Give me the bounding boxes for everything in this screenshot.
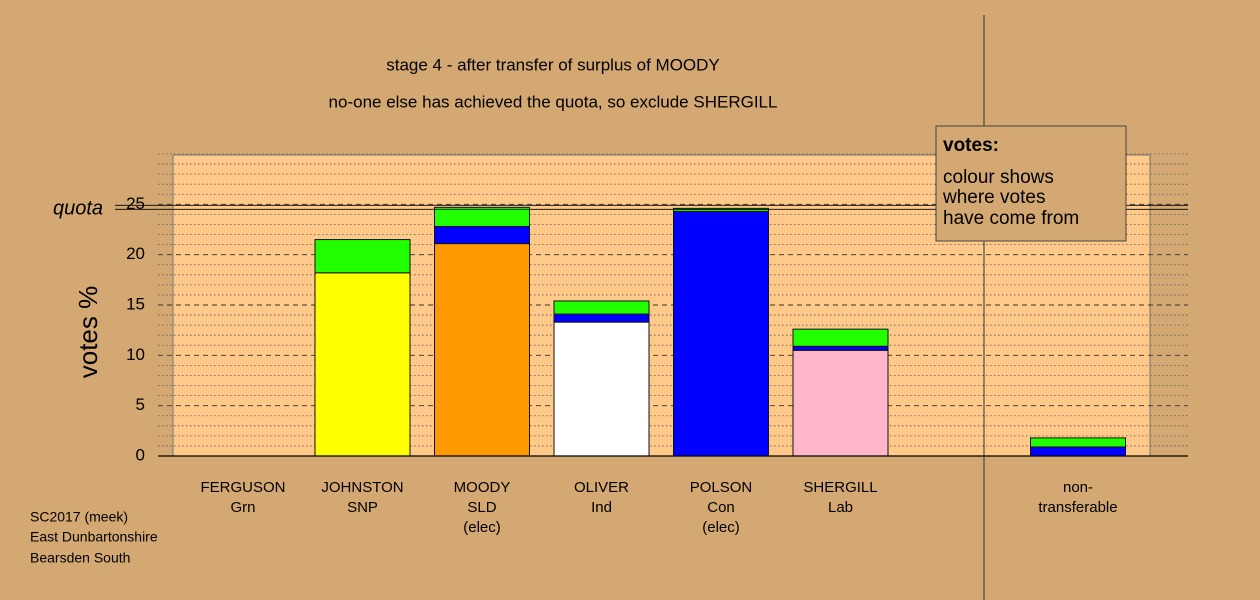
footer-line: Bearsden South (30, 550, 130, 566)
y-tick-label: 20 (126, 244, 145, 263)
footer-line: SC2017 (meek) (30, 509, 128, 525)
bar-segment (553, 321, 650, 457)
bar-segment (792, 345, 889, 351)
bar-segment (673, 210, 769, 457)
bar-segment (673, 207, 769, 212)
bar-segment (1030, 437, 1126, 448)
x-tick-label: SHERGILL (803, 479, 877, 496)
x-tick-label: transferable (1038, 499, 1117, 516)
x-tick-label: Grn (230, 499, 255, 516)
legend-line: where votes (942, 187, 1045, 208)
quota-label: quota (53, 198, 103, 220)
y-tick-label: 5 (136, 395, 145, 414)
bar-segment (434, 206, 530, 227)
y-axis-label: votes % (73, 286, 103, 379)
x-tick-label: SLD (467, 499, 496, 516)
x-tick-label: SNP (347, 499, 378, 516)
legend-line: have come from (943, 208, 1079, 229)
chart-subtitle: no-one else has achieved the quota, so e… (329, 92, 778, 111)
bar-segment (1030, 446, 1126, 457)
x-tick-label: JOHNSTON (321, 479, 403, 496)
y-tick-label: 15 (126, 294, 145, 313)
y-tick-label: 0 (136, 445, 145, 464)
bars (314, 206, 1126, 457)
x-tick-label: MOODY (454, 479, 511, 496)
bar-segment (792, 328, 889, 347)
x-tick-label: OLIVER (574, 479, 629, 496)
chart-title: stage 4 - after transfer of surplus of M… (386, 55, 720, 74)
x-tick-label: FERGUSON (200, 479, 285, 496)
bar-segment (553, 300, 650, 315)
x-tick-label: non- (1063, 479, 1093, 496)
bar-segment (553, 313, 650, 323)
x-tick-label: (elec) (463, 519, 501, 536)
bar-segment (434, 243, 530, 457)
x-tick-label: Lab (828, 499, 853, 516)
x-tick-label: Ind (591, 499, 612, 516)
footer-line: East Dunbartonshire (30, 529, 158, 545)
y-tick-label: 25 (126, 194, 145, 213)
y-tick-label: 10 (126, 345, 145, 364)
bar-segment (314, 272, 411, 457)
x-tick-label: (elec) (702, 519, 740, 536)
bar-segment (314, 239, 411, 274)
x-tick-label: POLSON (690, 479, 753, 496)
legend-box (935, 125, 1127, 242)
bar-segment (792, 349, 889, 457)
legend-line: colour shows (943, 167, 1054, 188)
legend-title: votes: (943, 135, 999, 156)
x-tick-label: Con (707, 499, 735, 516)
bar-segment (434, 225, 530, 245)
